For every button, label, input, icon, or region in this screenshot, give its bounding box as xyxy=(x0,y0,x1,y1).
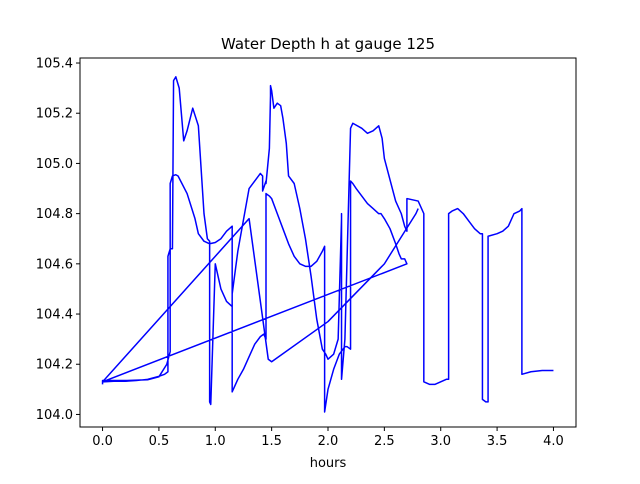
x-tick-label: 0.0 xyxy=(92,434,113,449)
y-tick-label: 105.2 xyxy=(36,107,73,122)
chart-title: Water Depth h at gauge 125 xyxy=(221,35,435,53)
x-axis-label: hours xyxy=(310,456,347,471)
x-tick-label: 1.5 xyxy=(261,434,282,449)
y-tick-label: 104.4 xyxy=(36,308,73,323)
y-tick-label: 105.4 xyxy=(36,57,73,72)
y-tick-label: 104.8 xyxy=(36,207,73,222)
x-tick-label: 3.0 xyxy=(430,434,451,449)
x-tick-label: 2.5 xyxy=(374,434,395,449)
x-tick-label: 3.5 xyxy=(487,434,508,449)
x-tick-label: 1.0 xyxy=(205,434,226,449)
y-tick-label: 104.2 xyxy=(36,358,73,373)
x-tick-label: 0.5 xyxy=(149,434,170,449)
series-line-2 xyxy=(101,208,419,383)
y-tick-label: 105.0 xyxy=(36,157,73,172)
y-tick-label: 104.0 xyxy=(36,408,73,423)
y-tick-label: 104.6 xyxy=(36,257,73,272)
series-layer xyxy=(101,76,554,413)
plot-area-frame xyxy=(79,57,577,428)
x-tick-label: 4.0 xyxy=(543,434,564,449)
x-tick-label: 2.0 xyxy=(318,434,339,449)
y-axis: 104.0 104.2 104.4 104.6 104.8 105.0 105.2 105.4 xyxy=(36,57,80,423)
x-axis: 0.0 0.5 1.0 1.5 2.0 2.5 3.0 3.5 4.0 xyxy=(92,427,564,449)
